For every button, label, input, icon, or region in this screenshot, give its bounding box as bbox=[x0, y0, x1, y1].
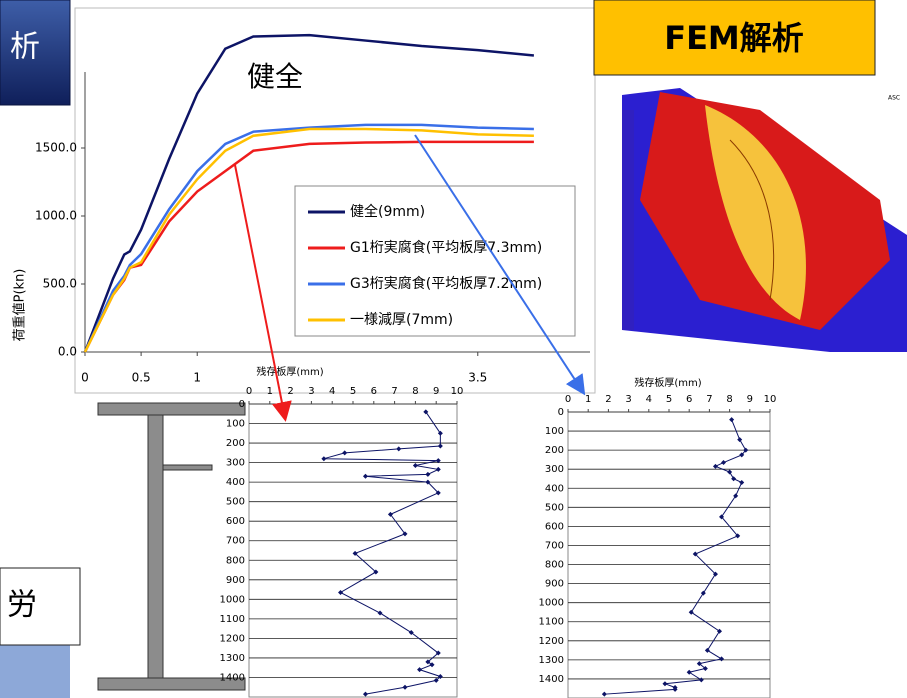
fem-logo: ASC bbox=[888, 95, 900, 102]
x-tick-label: 1 bbox=[267, 386, 273, 397]
x-tick-label: 5 bbox=[666, 394, 672, 405]
y-tick-label: 1000.0 bbox=[35, 209, 77, 223]
plot-area bbox=[249, 404, 457, 697]
y-tick-label: 100 bbox=[226, 419, 245, 430]
y-tick-label: 600 bbox=[226, 516, 245, 527]
x-tick-label: 7 bbox=[391, 386, 397, 397]
x-tick-label: 2 bbox=[605, 394, 611, 405]
y-tick-label: 600 bbox=[545, 521, 564, 532]
legend-label: 一様減厚(7mm) bbox=[350, 311, 453, 328]
y-tick-label: 800 bbox=[545, 560, 564, 571]
y-tick-label: 100 bbox=[545, 426, 564, 437]
chart-title: 残存板厚(mm) bbox=[256, 365, 323, 378]
x-tick-label: 10 bbox=[451, 386, 464, 397]
chart-title: 残存板厚(mm) bbox=[634, 376, 701, 389]
x-tick-label: 3.5 bbox=[468, 371, 487, 385]
x-tick-label: 7 bbox=[706, 394, 712, 405]
x-tick-label: 0 bbox=[565, 394, 571, 405]
title-fragment: 析 bbox=[10, 30, 40, 65]
y-tick-label: 900 bbox=[545, 579, 564, 590]
x-tick-label: 1 bbox=[585, 394, 591, 405]
x-tick-label: 8 bbox=[412, 386, 418, 397]
y-tick-label: 500.0 bbox=[43, 277, 77, 291]
y-tick-label: 700 bbox=[545, 540, 564, 551]
y-tick-label: 1000 bbox=[539, 598, 564, 609]
y-tick-label: 1100 bbox=[220, 614, 245, 625]
y-tick-label: 200 bbox=[545, 445, 564, 456]
y-axis-label: 荷重値P(kn) bbox=[12, 269, 28, 342]
x-tick-label: 1 bbox=[193, 371, 201, 385]
x-tick-label: 9 bbox=[433, 386, 439, 397]
x-tick-label: 9 bbox=[747, 394, 753, 405]
y-tick-label: 1400 bbox=[539, 674, 564, 685]
x-tick-label: 6 bbox=[371, 386, 377, 397]
y-tick-label: 1300 bbox=[539, 655, 564, 666]
y-tick-label: 200 bbox=[226, 438, 245, 449]
x-tick-label: 5 bbox=[350, 386, 356, 397]
legend-label: 健全(9mm) bbox=[350, 203, 425, 220]
x-tick-label: 0.5 bbox=[132, 371, 151, 385]
x-tick-label: 6 bbox=[686, 394, 692, 405]
i-beam bbox=[98, 403, 245, 690]
y-tick-label: 0 bbox=[239, 399, 245, 410]
x-tick-label: 3 bbox=[625, 394, 631, 405]
y-tick-label: 0 bbox=[558, 407, 564, 418]
x-tick-label: 8 bbox=[726, 394, 732, 405]
load-chart: 0.0 500.0 1000.0 1500.0 0 0.5 1 3.5 荷重値P(kn) 健全健全… bbox=[12, 8, 596, 393]
y-tick-label: 300 bbox=[226, 458, 245, 469]
y-tick-label: 1300 bbox=[220, 653, 245, 664]
x-tick-label: 3 bbox=[308, 386, 314, 397]
x-tick-label: 4 bbox=[646, 394, 652, 405]
y-tick-label: 400 bbox=[545, 483, 564, 494]
y-tick-label: 500 bbox=[545, 502, 564, 513]
fem-title: FEM解析 bbox=[664, 19, 804, 57]
profile-chart-g1: 0100200300400500600700800900100011001200… bbox=[220, 365, 464, 697]
y-tick-label: 300 bbox=[545, 464, 564, 475]
y-tick-label: 1200 bbox=[220, 633, 245, 644]
y-tick-label: 400 bbox=[226, 477, 245, 488]
x-tick-label: 0 bbox=[81, 371, 89, 385]
y-tick-label: 1000 bbox=[220, 594, 245, 605]
legend-label: G1桁実腐食(平均板厚7.3mm) bbox=[350, 239, 542, 256]
x-tick-label: 2 bbox=[287, 386, 293, 397]
y-tick-label: 900 bbox=[226, 575, 245, 586]
y-tick-label: 700 bbox=[226, 536, 245, 547]
y-tick-label: 0.0 bbox=[58, 345, 77, 359]
side-band bbox=[0, 645, 70, 698]
y-tick-label: 1400 bbox=[220, 672, 245, 683]
x-tick-label: 4 bbox=[329, 386, 335, 397]
annotation: 健全 bbox=[247, 60, 303, 93]
x-tick-label: 10 bbox=[764, 394, 777, 405]
y-tick-label: 1200 bbox=[539, 636, 564, 647]
legend-label: G3桁実腐食(平均板厚7.2mm) bbox=[350, 275, 542, 292]
fatigue-label: 労 bbox=[7, 588, 37, 623]
profile-chart-g3: 0100200300400500600700800900100011001200… bbox=[539, 376, 777, 698]
y-tick-label: 500 bbox=[226, 497, 245, 508]
slide: 0.0 500.0 1000.0 1500.0 0 0.5 1 3.5 荷重値P(kn) 健全健全… bbox=[0, 0, 907, 698]
y-tick-label: 1100 bbox=[539, 617, 564, 628]
y-tick-label: 800 bbox=[226, 555, 245, 566]
y-tick-label: 1500.0 bbox=[35, 141, 77, 155]
x-tick-label: 0 bbox=[246, 386, 252, 397]
fem-image: ASC bbox=[622, 88, 907, 352]
